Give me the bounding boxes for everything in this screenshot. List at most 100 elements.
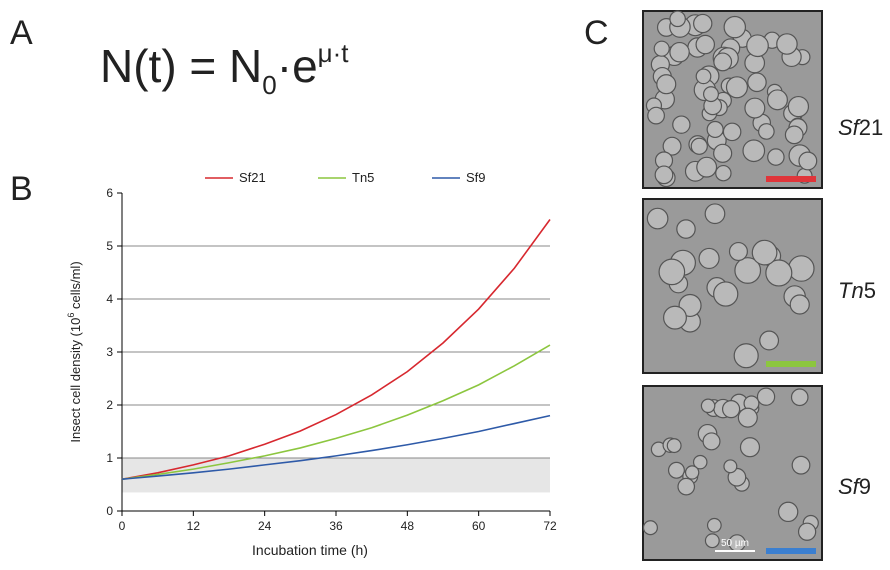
cell	[704, 203, 726, 225]
cell	[666, 438, 682, 454]
cell	[759, 330, 780, 351]
label-plain: 9	[859, 474, 871, 499]
label-italic: Tn	[838, 278, 864, 303]
micrograph-label: Tn5	[838, 278, 876, 303]
series-line	[121, 414, 551, 480]
legend-label: Sf21	[239, 170, 266, 185]
y-label-superscript: 6	[66, 313, 76, 318]
micrograph-label: Sf21	[838, 115, 883, 140]
cell	[728, 241, 748, 262]
cell	[737, 407, 758, 428]
cell	[723, 15, 747, 39]
cell	[739, 437, 761, 458]
cell	[656, 74, 677, 95]
cell	[646, 207, 669, 230]
micrograph: 50 µm	[642, 385, 823, 561]
cell	[790, 388, 809, 407]
label-italic: Sf	[838, 115, 862, 140]
cell	[642, 520, 658, 536]
cell	[722, 122, 742, 142]
cell	[684, 465, 700, 480]
y-tick-label: 4	[106, 292, 113, 306]
cell	[693, 13, 713, 34]
x-tick-label: 24	[258, 519, 272, 533]
cell	[744, 97, 766, 119]
cell	[704, 533, 720, 549]
cell	[647, 106, 665, 125]
scale-bar-white	[715, 550, 755, 552]
cell	[695, 34, 716, 55]
cell	[654, 165, 674, 185]
cell	[658, 258, 686, 286]
cell	[784, 125, 804, 145]
formula-base: N(t) = N	[100, 40, 262, 92]
cell	[747, 72, 767, 93]
cell	[723, 459, 738, 474]
y-axis-label: Insect cell density (106 cells/ml)	[66, 261, 83, 442]
label-plain: 21	[859, 115, 883, 140]
cell	[700, 398, 716, 414]
y-tick-label: 1	[106, 451, 113, 465]
cell	[713, 281, 739, 307]
cell	[698, 247, 720, 270]
x-tick-label: 12	[187, 519, 201, 533]
cell	[776, 33, 798, 55]
scale-text: 50 µm	[721, 538, 749, 549]
panel-label: A	[10, 14, 33, 52]
cell	[713, 143, 733, 163]
series-line	[121, 219, 551, 480]
cell	[789, 294, 810, 315]
cell	[798, 151, 818, 171]
cell	[669, 41, 690, 63]
x-tick-label: 0	[119, 519, 126, 533]
cell	[662, 136, 682, 156]
y-tick-label: 0	[106, 504, 113, 518]
cell	[791, 455, 811, 475]
panel-label: C	[584, 14, 609, 52]
scale-bar	[766, 176, 816, 182]
micrograph	[642, 10, 823, 189]
x-tick-label: 36	[329, 519, 343, 533]
x-tick-label: 72	[543, 519, 557, 533]
label-plain: 5	[864, 278, 876, 303]
cell	[788, 255, 815, 282]
formula-subscript: 0	[262, 70, 276, 100]
cell	[706, 517, 722, 533]
micrograph-label: Sf9	[838, 474, 871, 499]
cell	[702, 432, 721, 451]
formula: N(t) = N0·eμ·t	[100, 38, 349, 100]
x-tick-label: 48	[401, 519, 415, 533]
panel-label: B	[10, 170, 33, 208]
y-tick-label: 6	[106, 186, 113, 200]
cell	[696, 156, 718, 178]
cell	[757, 123, 775, 140]
cell	[653, 40, 670, 57]
cell	[715, 164, 732, 182]
cell	[677, 477, 696, 496]
legend-label: Sf9	[466, 170, 486, 185]
cell	[706, 120, 724, 139]
cell	[766, 89, 788, 111]
cell	[746, 34, 769, 58]
formula-exponent: μ·t	[318, 38, 350, 68]
formula-middle: ·e	[277, 40, 318, 92]
y-tick-label: 5	[106, 239, 113, 253]
x-tick-label: 60	[472, 519, 486, 533]
cell	[725, 76, 749, 99]
cell	[751, 239, 778, 266]
cell	[777, 501, 799, 523]
y-label-part: cells/ml)	[68, 261, 83, 312]
cell	[721, 400, 741, 419]
cell	[787, 95, 810, 118]
cell	[669, 10, 686, 28]
legend-label: Tn5	[352, 170, 374, 185]
y-label-part: Insect cell density (10	[68, 318, 83, 443]
shaded-band	[122, 458, 550, 493]
cell	[734, 257, 762, 284]
cell	[756, 387, 776, 406]
series-line	[121, 344, 551, 480]
x-axis-label: Incubation time (h)	[252, 542, 368, 558]
cell	[703, 86, 719, 103]
scale-bar	[766, 361, 816, 367]
